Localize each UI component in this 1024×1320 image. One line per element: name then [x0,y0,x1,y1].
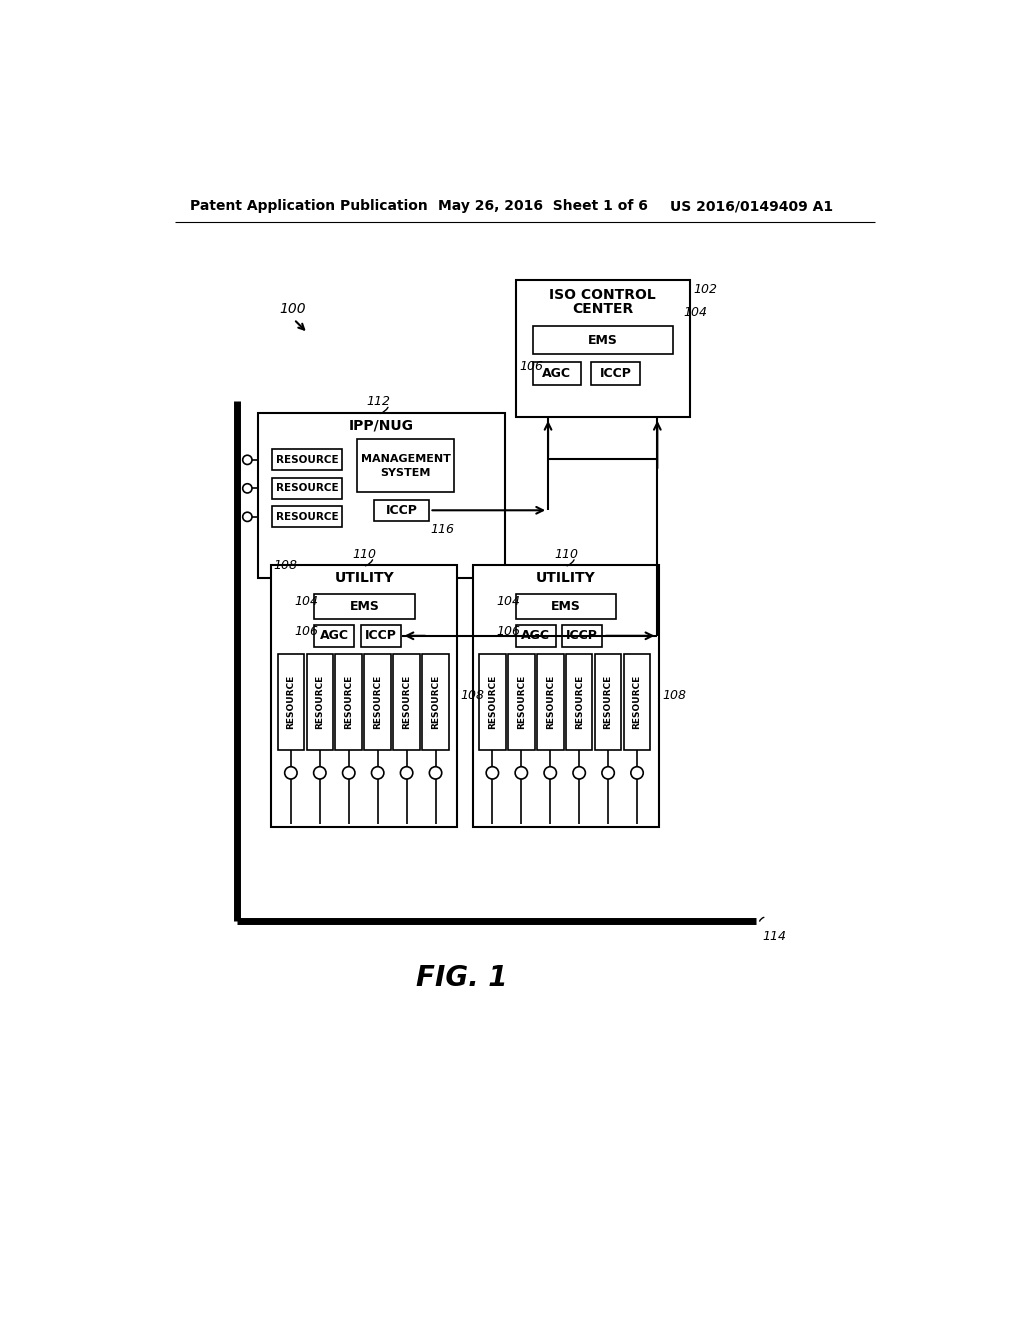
Bar [422,653,449,750]
Bar [624,653,650,750]
Circle shape [429,767,441,779]
Bar [479,653,506,750]
Circle shape [544,767,556,779]
Bar [272,478,342,499]
Bar [272,507,342,527]
Text: RESOURCE: RESOURCE [275,455,338,465]
Text: UTILITY: UTILITY [536,572,596,585]
Circle shape [631,767,643,779]
Text: 106: 106 [519,360,544,372]
Text: ICCP: ICCP [386,504,418,517]
Bar [515,280,690,417]
Text: RESOURCE: RESOURCE [344,675,353,729]
Text: 104: 104 [684,306,708,319]
Text: RESOURCE: RESOURCE [603,675,612,729]
Text: RESOURCE: RESOURCE [574,675,584,729]
Text: 108: 108 [273,558,298,572]
Text: ICCP: ICCP [365,630,396,643]
Text: RESOURCE: RESOURCE [517,675,525,729]
Text: 106: 106 [496,624,520,638]
Text: ICCP: ICCP [566,630,598,643]
Circle shape [515,767,527,779]
Text: 110: 110 [352,548,377,561]
Circle shape [343,767,355,779]
Text: 112: 112 [366,395,390,408]
Circle shape [486,767,499,779]
Bar [360,626,400,647]
Bar [314,594,415,619]
Text: CENTER: CENTER [572,302,633,317]
Text: RESOURCE: RESOURCE [275,512,338,521]
Text: 104: 104 [496,595,520,609]
Bar [314,626,354,647]
Text: 106: 106 [295,624,318,638]
Bar [272,449,342,470]
Text: SYSTEM: SYSTEM [381,467,431,478]
Text: MANAGEMENT: MANAGEMENT [360,454,451,463]
Text: Patent Application Publication: Patent Application Publication [190,199,428,213]
Bar [278,653,304,750]
Text: 108: 108 [662,689,686,702]
Text: RESOURCE: RESOURCE [402,675,411,729]
Circle shape [243,455,252,465]
Text: EMS: EMS [551,601,581,612]
Circle shape [400,767,413,779]
Text: IPP/NUG: IPP/NUG [349,418,414,433]
Text: 108: 108 [461,689,484,702]
Text: EMS: EMS [588,334,617,347]
Text: FIG. 1: FIG. 1 [416,965,507,993]
Text: RESOURCE: RESOURCE [287,675,295,729]
Bar [306,653,333,750]
Bar [562,626,602,647]
Bar [537,653,563,750]
Bar [592,362,640,385]
Text: US 2016/0149409 A1: US 2016/0149409 A1 [671,199,834,213]
Bar [393,653,420,750]
Bar [566,653,593,750]
Text: AGC: AGC [521,630,550,643]
Text: 110: 110 [554,548,579,561]
Bar [357,440,455,492]
Text: RESOURCE: RESOURCE [315,675,325,729]
Bar [271,565,458,826]
Circle shape [372,767,384,779]
Circle shape [285,767,297,779]
Circle shape [243,483,252,492]
Text: 102: 102 [693,284,717,296]
Bar [336,653,362,750]
Text: May 26, 2016  Sheet 1 of 6: May 26, 2016 Sheet 1 of 6 [438,199,648,213]
Text: AGC: AGC [319,630,348,643]
Bar [375,499,429,521]
Circle shape [602,767,614,779]
Bar [258,412,505,578]
Text: 116: 116 [430,524,455,536]
Text: 100: 100 [280,301,306,315]
Text: RESOURCE: RESOURCE [546,675,555,729]
Text: UTILITY: UTILITY [335,572,394,585]
Text: AGC: AGC [542,367,571,380]
Text: RESOURCE: RESOURCE [275,483,338,494]
Bar [515,594,616,619]
Text: 114: 114 [762,929,786,942]
Text: RESOURCE: RESOURCE [373,675,382,729]
Circle shape [243,512,252,521]
Text: ICCP: ICCP [599,367,632,380]
Text: 104: 104 [295,595,318,609]
Text: RESOURCE: RESOURCE [431,675,440,729]
Bar [515,626,556,647]
Text: RESOURCE: RESOURCE [633,675,642,729]
Bar [473,565,658,826]
Bar [532,326,673,354]
Bar [595,653,622,750]
Bar [508,653,535,750]
Text: ISO CONTROL: ISO CONTROL [549,289,656,302]
Text: EMS: EMS [349,601,379,612]
Bar [365,653,391,750]
Circle shape [573,767,586,779]
Text: RESOURCE: RESOURCE [487,675,497,729]
Bar [532,362,581,385]
Circle shape [313,767,326,779]
